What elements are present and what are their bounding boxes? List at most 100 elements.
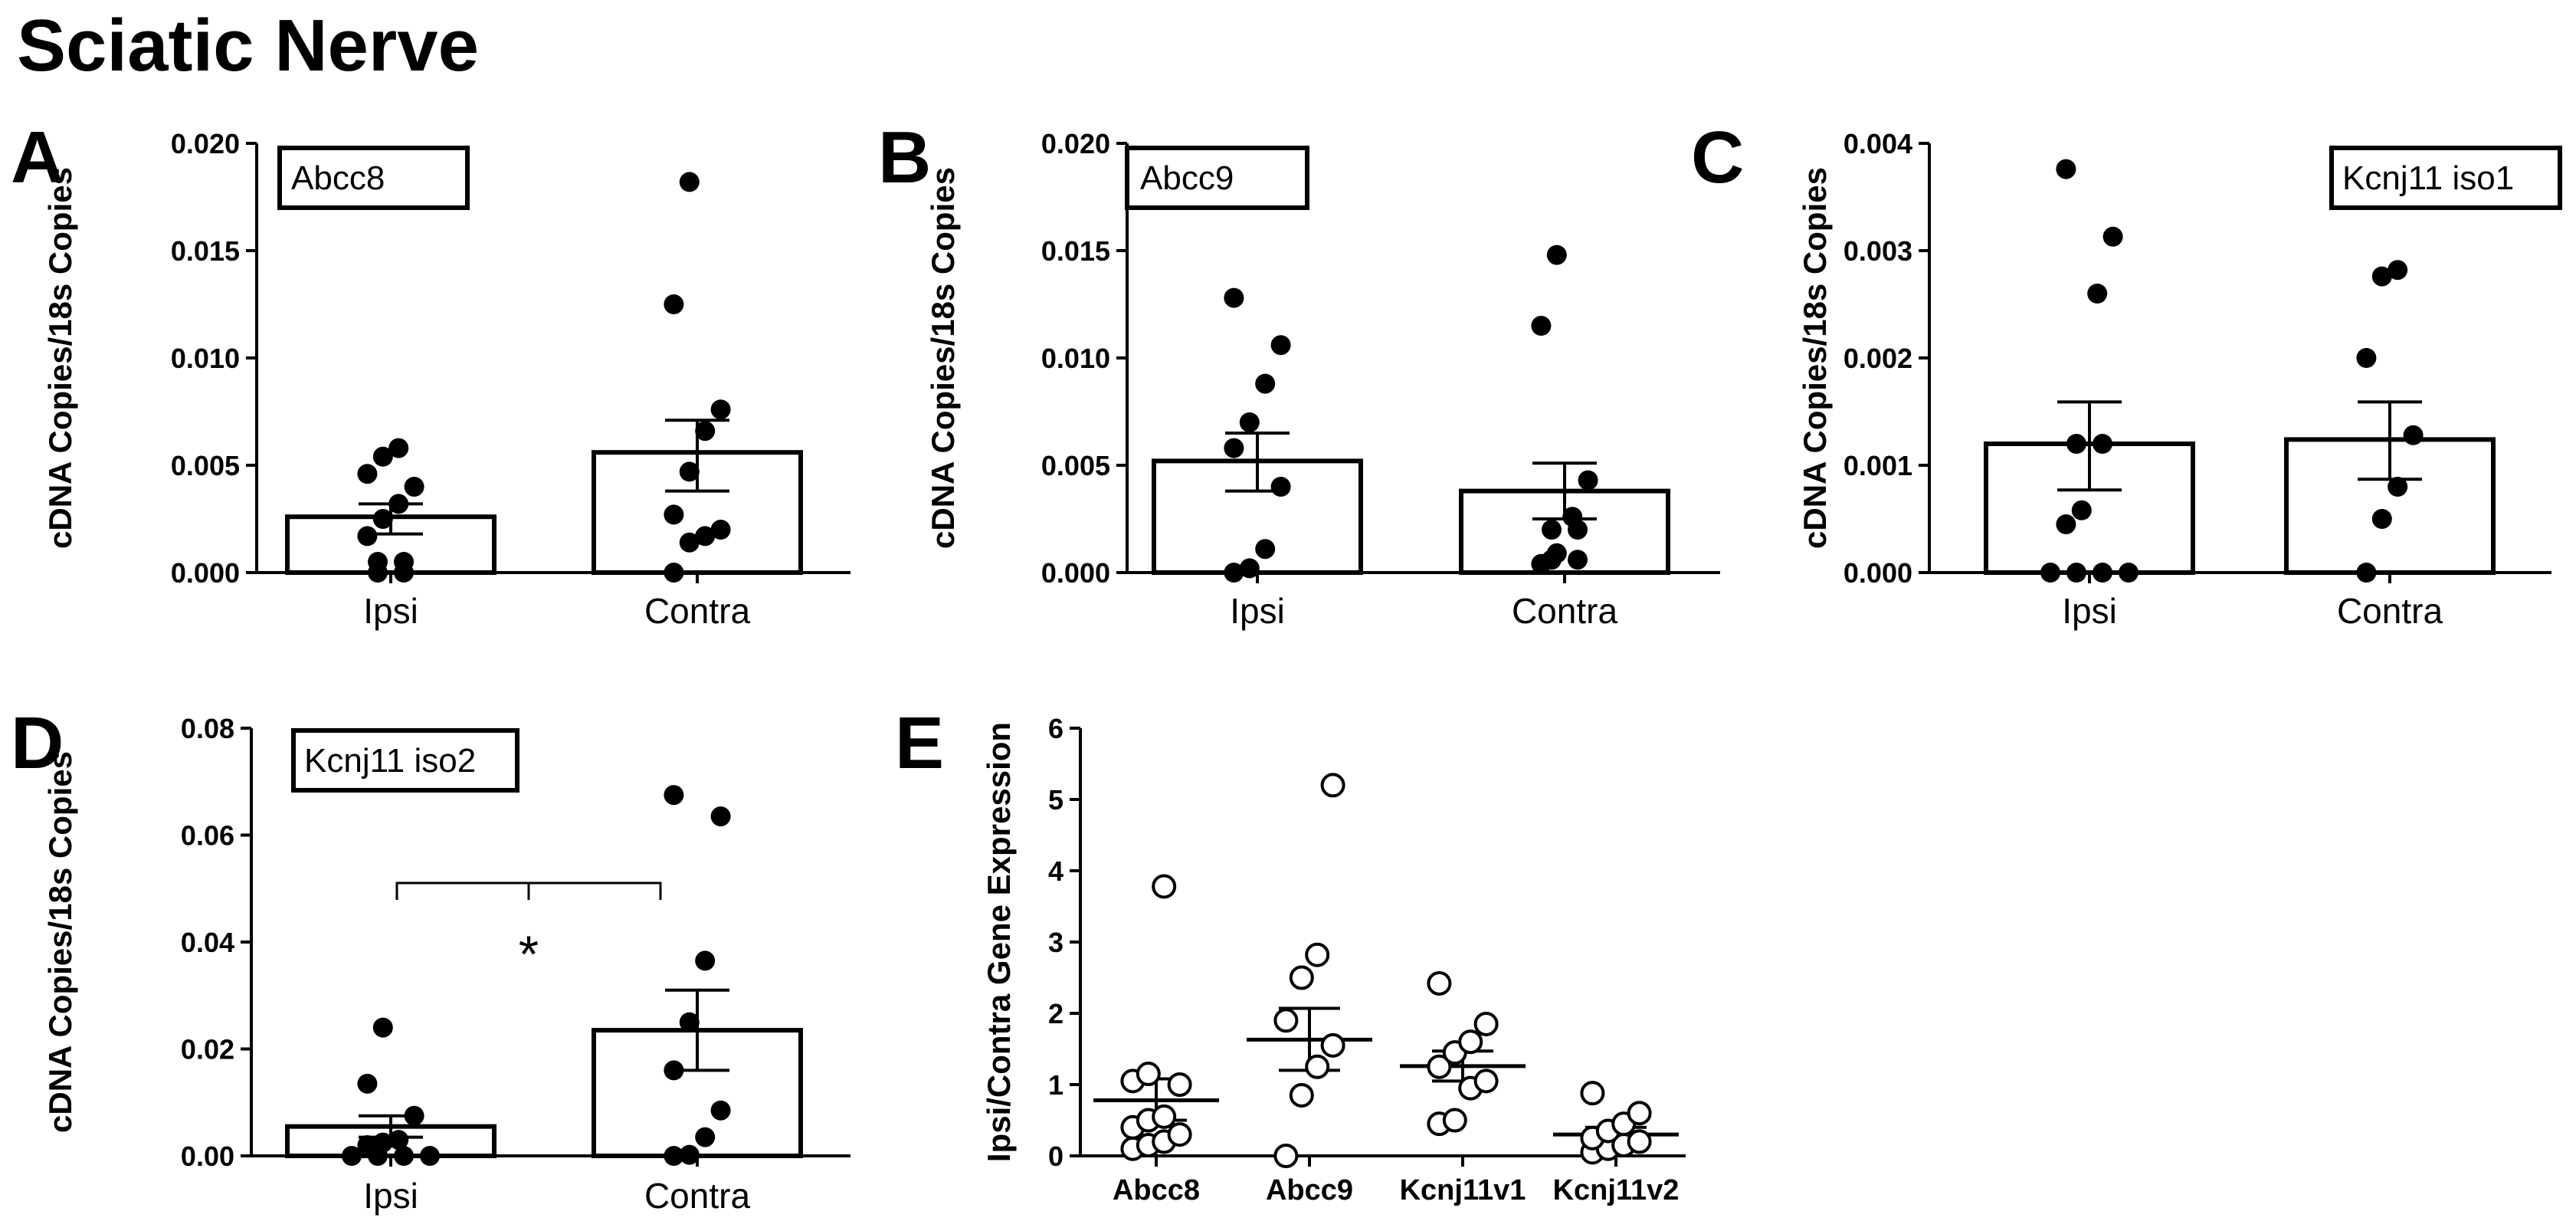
panel-a: A 0.000 0.005 0.010 0.015 0.020 cDNA Copies/18… (11, 117, 850, 631)
y-tick-label: 0.020 (1041, 128, 1110, 159)
figure-title: Sciatic Nerve (17, 5, 479, 87)
data-point (679, 1012, 700, 1032)
data-point-open (1320, 1032, 1345, 1058)
data-point (695, 1127, 716, 1147)
data-point (404, 477, 424, 497)
data-point (2056, 514, 2076, 534)
x-category-label: Contra (2337, 591, 2443, 631)
data-point (388, 438, 409, 458)
data-point-open (1580, 1081, 1605, 1106)
x-category-label: Abcc8 (1113, 1174, 1200, 1206)
y-tick-label: 0.000 (171, 557, 240, 589)
y-tick-label: 0.02 (181, 1034, 234, 1065)
y-tick-label: 0.015 (171, 235, 240, 267)
data-point-open (1289, 1082, 1314, 1108)
gene-label-box (1125, 146, 1309, 210)
data-point (1270, 335, 1291, 356)
data-point (2071, 500, 2092, 520)
x-category-label: Ipsi (363, 591, 418, 631)
y-axis-label: cDNA Copies/18s Copies (42, 751, 78, 1133)
data-point (710, 1100, 731, 1121)
data-point (2356, 563, 2377, 583)
panel-letter: D (11, 702, 64, 784)
x-category-label: Contra (1512, 591, 1617, 631)
data-point (1546, 543, 1567, 563)
panel-b: B 0.000 0.005 0.010 0.015 0.020 cDNA Copies/18… (878, 117, 1720, 631)
data-point (2066, 563, 2086, 583)
gene-label: Kcnj11 iso1 (2342, 159, 2514, 197)
data-point (664, 504, 684, 525)
data-point (710, 520, 731, 540)
data-point (664, 563, 684, 583)
data-point-open (1152, 1104, 1177, 1129)
data-point (1224, 563, 1244, 583)
data-point (372, 509, 393, 529)
y-tick-label: 0.001 (1844, 450, 1912, 481)
data-point-open (1627, 1129, 1652, 1154)
data-point (679, 172, 700, 192)
data-point (2356, 348, 2377, 368)
data-point (357, 1135, 378, 1156)
x-category-label: Ipsi (2062, 591, 2117, 631)
y-tick-label: 0.005 (171, 450, 240, 481)
data-point-open (1427, 1054, 1452, 1079)
y-tick-label: 0.020 (171, 128, 240, 159)
data-point (1255, 373, 1276, 394)
data-point (388, 1130, 409, 1151)
data-point (357, 526, 378, 547)
x-category-label: Contra (644, 1176, 750, 1216)
y-tick-label: 0.002 (1844, 343, 1912, 374)
data-point (2066, 434, 2086, 454)
y-tick-label: 0.000 (1844, 557, 1912, 589)
data-point (1239, 558, 1260, 579)
data-point-open (1458, 1029, 1483, 1055)
data-point-open (1473, 1011, 1499, 1036)
data-point (372, 446, 393, 467)
data-point-open (1320, 773, 1345, 798)
y-tick-label: 0.010 (171, 343, 240, 374)
x-category-label: Kcnj11v1 (1400, 1174, 1526, 1206)
y-tick-label: 0.003 (1844, 235, 1912, 267)
x-category-label: Kcnj11v2 (1553, 1174, 1680, 1206)
data-point (2087, 284, 2108, 304)
data-point (2093, 434, 2112, 454)
data-point (2040, 563, 2060, 583)
y-tick-label: 0.00 (181, 1141, 234, 1172)
data-point-open (1442, 1108, 1467, 1133)
y-tick-label: 3 (1048, 927, 1064, 958)
data-point (679, 532, 700, 553)
data-point (372, 1132, 393, 1153)
y-axis-label: cDNA Copies/18s Copies (1797, 167, 1833, 549)
y-axis-label: Ipsi/Contra Gene Expression (981, 722, 1017, 1162)
data-point (2388, 477, 2408, 497)
gene-label: Abcc9 (1140, 159, 1234, 197)
data-point (710, 399, 731, 420)
data-point (394, 552, 414, 572)
data-point-open (1305, 1054, 1330, 1079)
data-point-open (1273, 1144, 1299, 1168)
data-point (664, 1060, 684, 1081)
data-point-open (1627, 1101, 1652, 1126)
y-tick-label: 0.04 (181, 927, 234, 958)
y-tick-label: 0 (1048, 1141, 1064, 1172)
y-tick-label: 0.08 (181, 713, 234, 744)
data-point (404, 1105, 424, 1126)
y-tick-label: 1 (1048, 1069, 1064, 1101)
data-point (388, 494, 409, 514)
data-point (2119, 563, 2138, 583)
data-point (357, 464, 378, 484)
data-point (679, 461, 700, 482)
y-tick-label: 0.005 (1041, 450, 1110, 481)
data-point (357, 1073, 378, 1094)
gene-label: Abcc8 (291, 159, 385, 197)
data-point-open (1167, 1122, 1192, 1147)
data-point (1255, 539, 1276, 560)
panel-e: E 0 1 2 3 4 5 6 Ipsi/Contra Gene Expression Abcc8… (895, 702, 1686, 1206)
y-tick-label: 0.015 (1041, 235, 1110, 267)
gene-label: Kcnj11 iso2 (304, 742, 476, 780)
data-point (2093, 563, 2112, 583)
significance-bracket (395, 881, 662, 900)
y-tick-label: 0.004 (1844, 128, 1912, 159)
data-point (1578, 470, 1598, 491)
